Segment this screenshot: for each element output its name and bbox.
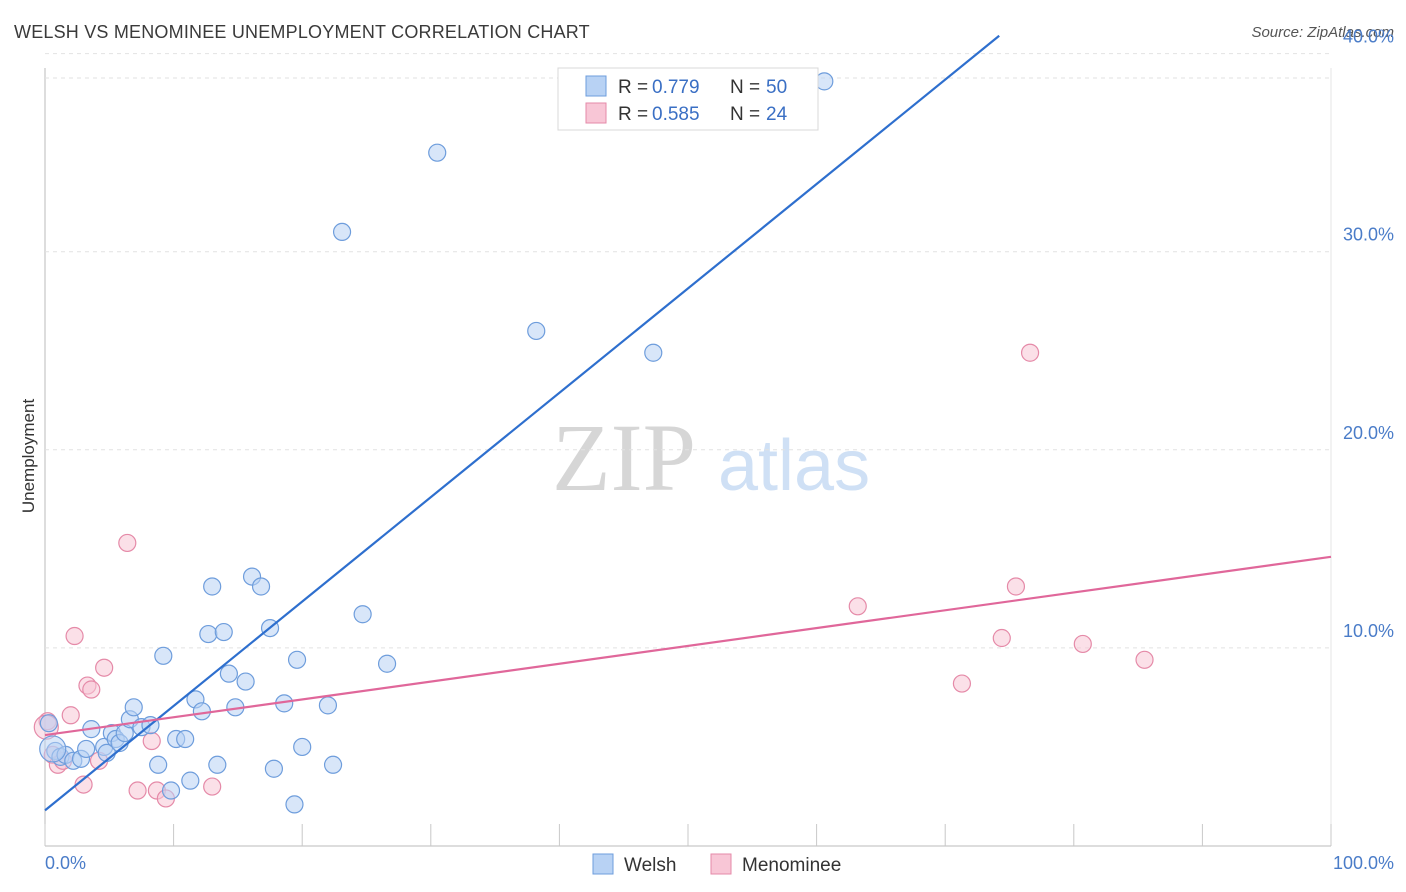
welsh-point (176, 729, 195, 749)
stats-legend: R = 0.779 N = 50 R = 0.585 N = 24 (557, 67, 819, 131)
legend-r-value-menominee: 0.585 (652, 104, 700, 125)
welsh-point (332, 222, 352, 242)
welsh-point (192, 702, 211, 721)
menominee-point (118, 533, 137, 553)
legend-n-label-welsh: N = (730, 77, 760, 98)
legend-r-label-welsh: R = (618, 77, 648, 98)
menominee-trend-line (44, 555, 1332, 737)
welsh-point (236, 672, 255, 691)
y-tick-label: 20.0% (1343, 423, 1394, 443)
welsh-point (285, 795, 304, 814)
chart-title: WELSH VS MENOMINEE UNEMPLOYMENT CORRELAT… (14, 22, 590, 42)
bottom-legend-swatch-welsh (592, 853, 614, 875)
welsh-point (39, 735, 67, 763)
x-tick-label-max: 100.0% (1333, 853, 1394, 873)
welsh-point (154, 646, 173, 665)
y-tick-label: 40.0% (1343, 27, 1394, 47)
series-legend: Welsh Menominee (592, 853, 841, 876)
bottom-legend-label-welsh: Welsh (624, 855, 676, 876)
welsh-point (181, 771, 200, 790)
welsh-point (77, 739, 96, 759)
menominee-point (1135, 650, 1154, 669)
menominee-point (1020, 343, 1040, 362)
menominee-point (848, 597, 867, 616)
legend-n-value-menominee: 24 (766, 104, 788, 125)
welsh-point (264, 759, 284, 778)
legend-swatch-welsh (585, 75, 607, 97)
menominee-point (1073, 634, 1092, 654)
y-tick-label: 10.0% (1343, 621, 1394, 641)
menominee-point (1006, 577, 1026, 596)
welsh-point (251, 577, 271, 596)
legend-swatch-menominee (585, 102, 607, 124)
welsh-point (644, 343, 663, 362)
welsh-points (39, 72, 834, 814)
bottom-legend-swatch-menominee (710, 853, 732, 875)
watermark-atlas: atlas (718, 426, 870, 506)
bottom-legend-label-menominee: Menominee (742, 855, 841, 876)
welsh-point (527, 321, 546, 341)
welsh-point (318, 696, 338, 715)
menominee-point (203, 777, 222, 796)
welsh-point (214, 622, 233, 642)
trend-lines (44, 34, 1332, 812)
y-tick-label: 30.0% (1343, 225, 1394, 245)
menominee-point (82, 680, 101, 699)
watermark-zip: ZIP (552, 404, 696, 511)
legend-r-value-welsh: 0.779 (652, 77, 700, 98)
source-label: Source: ZipAtlas.com (1251, 24, 1394, 41)
x-tick-label-min: 0.0% (45, 853, 86, 873)
y-tick-labels: 10.0% 20.0% 30.0% 40.0% (1343, 27, 1394, 641)
legend-n-value-welsh: 50 (766, 77, 787, 98)
welsh-point (149, 755, 168, 774)
x-tick-marks (44, 824, 1332, 846)
welsh-point (428, 143, 447, 162)
welsh-point (353, 605, 372, 624)
welsh-point (199, 624, 218, 644)
menominee-point (992, 628, 1011, 648)
welsh-point (293, 737, 312, 757)
welsh-point (219, 664, 238, 683)
legend-r-label-menominee: R = (618, 104, 648, 125)
welsh-point (287, 650, 307, 669)
legend-n-label-menominee: N = (730, 104, 760, 125)
welsh-point (323, 755, 343, 774)
welsh-point (124, 698, 143, 717)
y-axis-label: Unemployment (19, 399, 38, 514)
welsh-point (39, 714, 58, 733)
menominee-point (61, 706, 80, 725)
grid-lines (45, 53, 1331, 649)
menominee-point (952, 674, 972, 693)
welsh-point (208, 755, 227, 774)
menominee-point (128, 781, 147, 800)
menominee-point (65, 626, 84, 646)
welsh-point (161, 781, 181, 800)
welsh-point (203, 577, 222, 596)
welsh-trend-line (44, 34, 1000, 812)
menominee-point (95, 658, 114, 677)
welsh-point (377, 654, 397, 673)
